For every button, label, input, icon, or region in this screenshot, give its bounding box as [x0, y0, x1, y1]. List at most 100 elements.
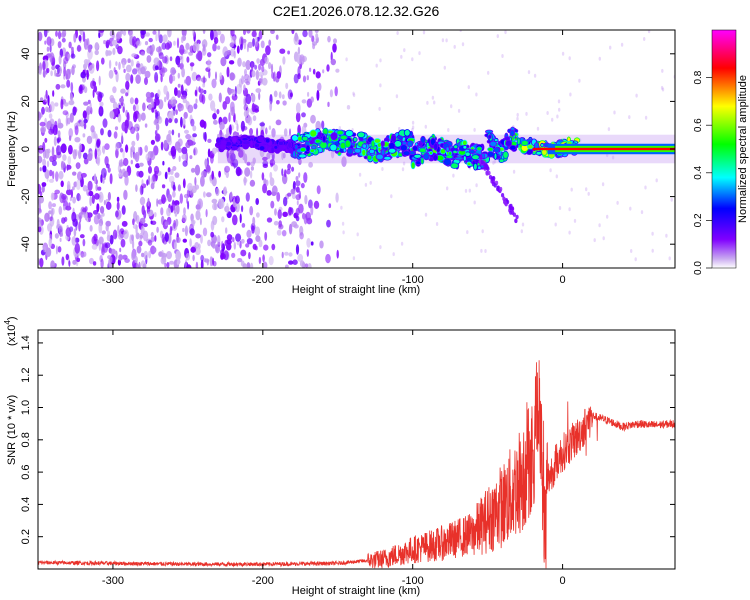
spectrogram-trace-blob: [383, 155, 392, 161]
spectrogram-speckle: [79, 84, 83, 92]
spectrogram-speckle: [190, 246, 196, 253]
spectrogram-speckle: [189, 228, 195, 236]
spectrogram-speckle: [123, 171, 129, 178]
spectrogram-speckle: [274, 208, 277, 216]
spectrogram-trace-blob: [357, 131, 366, 139]
spectrogram-speckle: [229, 150, 235, 155]
spectrogram-speckle: [96, 138, 101, 147]
spectrogram-speckle: [226, 202, 229, 214]
spectrogram-speckle: [121, 205, 126, 215]
spectrogram-speckle: [74, 242, 81, 254]
spectrogram-speckle: [248, 252, 251, 260]
spectrogram-speckle: [83, 122, 87, 130]
spectrogram-speckle: [91, 194, 95, 204]
spectrogram-trace-blob: [361, 148, 367, 157]
spectrogram-speckle: [123, 157, 129, 167]
spectrogram-speckle: [300, 182, 305, 189]
spectrogram-branch-blob: [484, 164, 488, 169]
spectrogram-speckle: [89, 196, 92, 207]
spectrogram-speckle: [211, 198, 218, 204]
spectrogram-speckle: [155, 133, 161, 142]
spectrogram-trace-blob: [420, 157, 425, 165]
spectrogram-speckle: [304, 194, 308, 205]
spectrogram-speckle: [61, 161, 66, 169]
spectrogram-speckle: [71, 236, 77, 246]
spectrogram-speckle: [284, 251, 289, 256]
spectrogram-speckle: [42, 69, 46, 78]
spectrogram-speckle: [245, 192, 250, 202]
spectrogram-speckle: [72, 196, 76, 204]
spectrogram-speckle: [48, 201, 52, 210]
spectrogram-speckle: [170, 67, 176, 76]
spectrogram-speckle: [593, 238, 596, 243]
spectrogram-speckle: [76, 257, 81, 262]
spectrogram-trace-blob: [504, 136, 511, 141]
spectrogram-speckle: [312, 68, 316, 75]
spectrogram-speckle: [185, 42, 190, 51]
spectrogram-speckle: [283, 196, 288, 207]
spectrogram-speckle: [264, 56, 269, 65]
spectrogram-speckle: [38, 67, 42, 74]
spectrogram-speckle: [43, 30, 48, 38]
spectrogram-speckle: [82, 238, 86, 247]
spectrogram-speckle: [475, 92, 478, 97]
spectrogram-speckle: [561, 51, 565, 56]
spectrogram-speckle: [77, 44, 81, 52]
spectrogram-speckle: [127, 58, 131, 63]
spectrogram-speckle: [301, 112, 306, 118]
spectrogram-branch-blob: [508, 204, 512, 209]
spectrogram-speckle: [135, 184, 138, 192]
spectrogram-speckle: [41, 185, 45, 193]
spectrogram-speckle: [192, 30, 196, 38]
spectrogram-speckle: [273, 90, 278, 98]
spectrogram-speckle: [243, 110, 249, 118]
spectrogram-speckle: [411, 120, 415, 125]
spectrogram-trace-blob: [448, 151, 453, 156]
snr-x-tick-label: 0: [560, 575, 566, 587]
spectrogram-trace-blob: [422, 152, 430, 161]
spectrogram-speckle: [616, 200, 619, 205]
spectrogram-speckle: [100, 258, 104, 268]
spectrogram-speckle: [132, 218, 135, 226]
spectrogram-speckle: [39, 257, 44, 268]
spectrogram-speckle: [184, 129, 189, 134]
spectrogram-speckle: [237, 258, 243, 263]
spectrogram-speckle: [228, 60, 235, 65]
spectrogram-speckle: [269, 100, 273, 112]
spectrogram-speckle: [202, 30, 206, 34]
spectrogram-speckle: [72, 171, 77, 176]
spectrogram-speckle: [246, 161, 251, 166]
spectrogram-trace-blob: [322, 134, 327, 143]
spectrogram-speckle: [164, 263, 167, 268]
spectrogram-speckle: [264, 231, 268, 241]
spectrogram-trace-blob: [242, 140, 251, 146]
spectrogram-speckle: [109, 94, 115, 102]
spectrogram-speckle: [105, 39, 111, 45]
spectrogram-speckle: [255, 69, 260, 81]
spectrogram-speckle: [568, 56, 571, 61]
spectrogram-speckle: [219, 33, 225, 44]
spectrogram-speckle: [492, 160, 495, 165]
spectrogram-speckle: [504, 30, 507, 35]
spectrogram-speckle: [516, 112, 519, 117]
spectrogram-speckle: [55, 145, 62, 156]
snr-y-label: SNR (10 * v/v): [6, 395, 18, 465]
spectrogram-speckle: [308, 161, 313, 168]
spectrogram-speckle: [101, 246, 105, 256]
spectrogram-speckle: [395, 94, 399, 99]
spectrogram-trace-blob: [443, 158, 452, 166]
spectrogram-speckle: [187, 200, 190, 210]
spectrogram-speckle: [154, 76, 158, 83]
spectrogram-speckle: [329, 89, 333, 98]
spectrogram-speckle: [496, 34, 499, 39]
spectrogram-speckle: [333, 38, 337, 44]
spectrogram-speckle: [166, 262, 170, 268]
spectrogram-x-tick-label: -300: [102, 274, 124, 286]
spectrogram-speckle: [224, 165, 231, 173]
spectrogram-speckle: [309, 67, 312, 73]
spectrogram-speckle: [62, 110, 69, 116]
spectrogram-speckle: [195, 247, 201, 256]
spectrogram-speckle: [146, 179, 149, 186]
spectrogram-trace-blob: [366, 155, 373, 161]
spectrogram-speckle: [557, 99, 561, 104]
